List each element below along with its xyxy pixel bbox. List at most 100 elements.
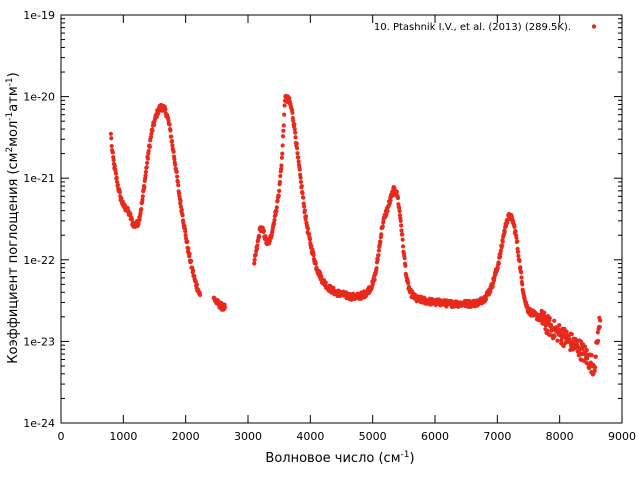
data-point [137, 217, 142, 222]
y-axis-title: Коэффициент поглощения (см2мол-1атм-1) [5, 72, 21, 363]
data-point [175, 174, 180, 179]
data-point [148, 134, 154, 140]
data-point [178, 198, 183, 204]
x-tick-label: 7000 [483, 430, 511, 443]
data-point [254, 246, 260, 252]
data-point [190, 268, 196, 273]
data-point [173, 162, 178, 167]
data-point [513, 229, 518, 234]
data-point [303, 214, 309, 219]
data-point [519, 270, 524, 275]
data-point [483, 296, 489, 302]
data-point [278, 173, 283, 179]
data-point [555, 338, 560, 343]
data-point [298, 179, 304, 185]
x-tick-label: 3000 [234, 430, 262, 443]
data-point [122, 203, 127, 208]
data-point [273, 212, 278, 217]
data-point [176, 183, 181, 188]
data-point [275, 198, 280, 203]
x-tick-label: 8000 [546, 430, 574, 443]
data-point [128, 212, 133, 217]
data-point [179, 207, 184, 213]
data-point [372, 277, 377, 282]
data-point [253, 252, 258, 257]
data-point [168, 128, 173, 133]
data-point [516, 253, 521, 258]
data-point [517, 258, 522, 264]
x-tick-label: 0 [58, 430, 65, 443]
data-point [279, 163, 284, 168]
data-point [252, 261, 257, 266]
data-point [180, 213, 185, 218]
data-point [299, 184, 304, 189]
data-point [374, 266, 379, 271]
data-point [542, 314, 547, 319]
data-point [403, 263, 408, 268]
data-point [146, 148, 151, 154]
legend: 10. Ptashnik I.V., et al. (2013) (289.5K… [374, 22, 597, 33]
data-point [287, 95, 292, 101]
data-point [598, 318, 603, 323]
data-point [500, 239, 505, 244]
y-tick-label: 1e-19 [23, 9, 55, 22]
data-point [502, 229, 507, 234]
data-point [194, 282, 200, 287]
data-point [584, 347, 589, 353]
data-point [307, 237, 313, 242]
data-point [307, 231, 312, 237]
data-point [302, 208, 307, 213]
data-point [108, 131, 113, 136]
data-point [185, 239, 190, 244]
data-point [171, 149, 176, 154]
data-point [512, 224, 517, 229]
x-tick-label: 9000 [608, 430, 636, 443]
data-point [542, 310, 547, 315]
data-point [189, 258, 194, 264]
data-point [112, 163, 117, 168]
data-point [384, 212, 389, 217]
data-point [395, 195, 401, 201]
data-point [376, 253, 381, 258]
data-point [297, 167, 302, 172]
y-tick-label: 1e-22 [23, 254, 55, 267]
data-point [277, 188, 282, 193]
data-point [385, 209, 390, 214]
data-point [139, 207, 144, 212]
data-point [564, 329, 569, 334]
data-point [140, 194, 145, 199]
data-point [274, 205, 279, 210]
data-point [400, 244, 406, 249]
data-point [142, 185, 147, 190]
data-point [292, 126, 297, 132]
data-point [589, 353, 594, 358]
data-point [519, 275, 524, 280]
data-point [518, 265, 523, 270]
data-point [109, 136, 114, 141]
data-point [497, 254, 503, 259]
data-point [597, 324, 602, 330]
data-point [399, 228, 404, 233]
data-point [115, 182, 120, 188]
data-point [261, 228, 267, 233]
data-point [274, 209, 279, 214]
y-axis-ticks: 1e-24 1e-23 1e-22 1e-21 1e-20 1e-19 [23, 9, 622, 430]
data-point [167, 122, 172, 127]
data-point [183, 229, 188, 234]
data-point [294, 146, 300, 151]
data-point [552, 318, 557, 323]
x-tick-label: 4000 [296, 430, 324, 443]
data-point [145, 160, 150, 166]
data-point [257, 234, 262, 239]
data-point [109, 143, 114, 149]
data-point [277, 179, 283, 185]
data-point [399, 223, 404, 228]
data-point [140, 197, 145, 202]
data-point [186, 246, 191, 251]
data-point [582, 344, 588, 349]
x-tick-label: 6000 [421, 430, 449, 443]
data-point [280, 151, 285, 156]
data-point [119, 196, 124, 201]
data-point [547, 316, 552, 321]
data-point [169, 134, 174, 139]
